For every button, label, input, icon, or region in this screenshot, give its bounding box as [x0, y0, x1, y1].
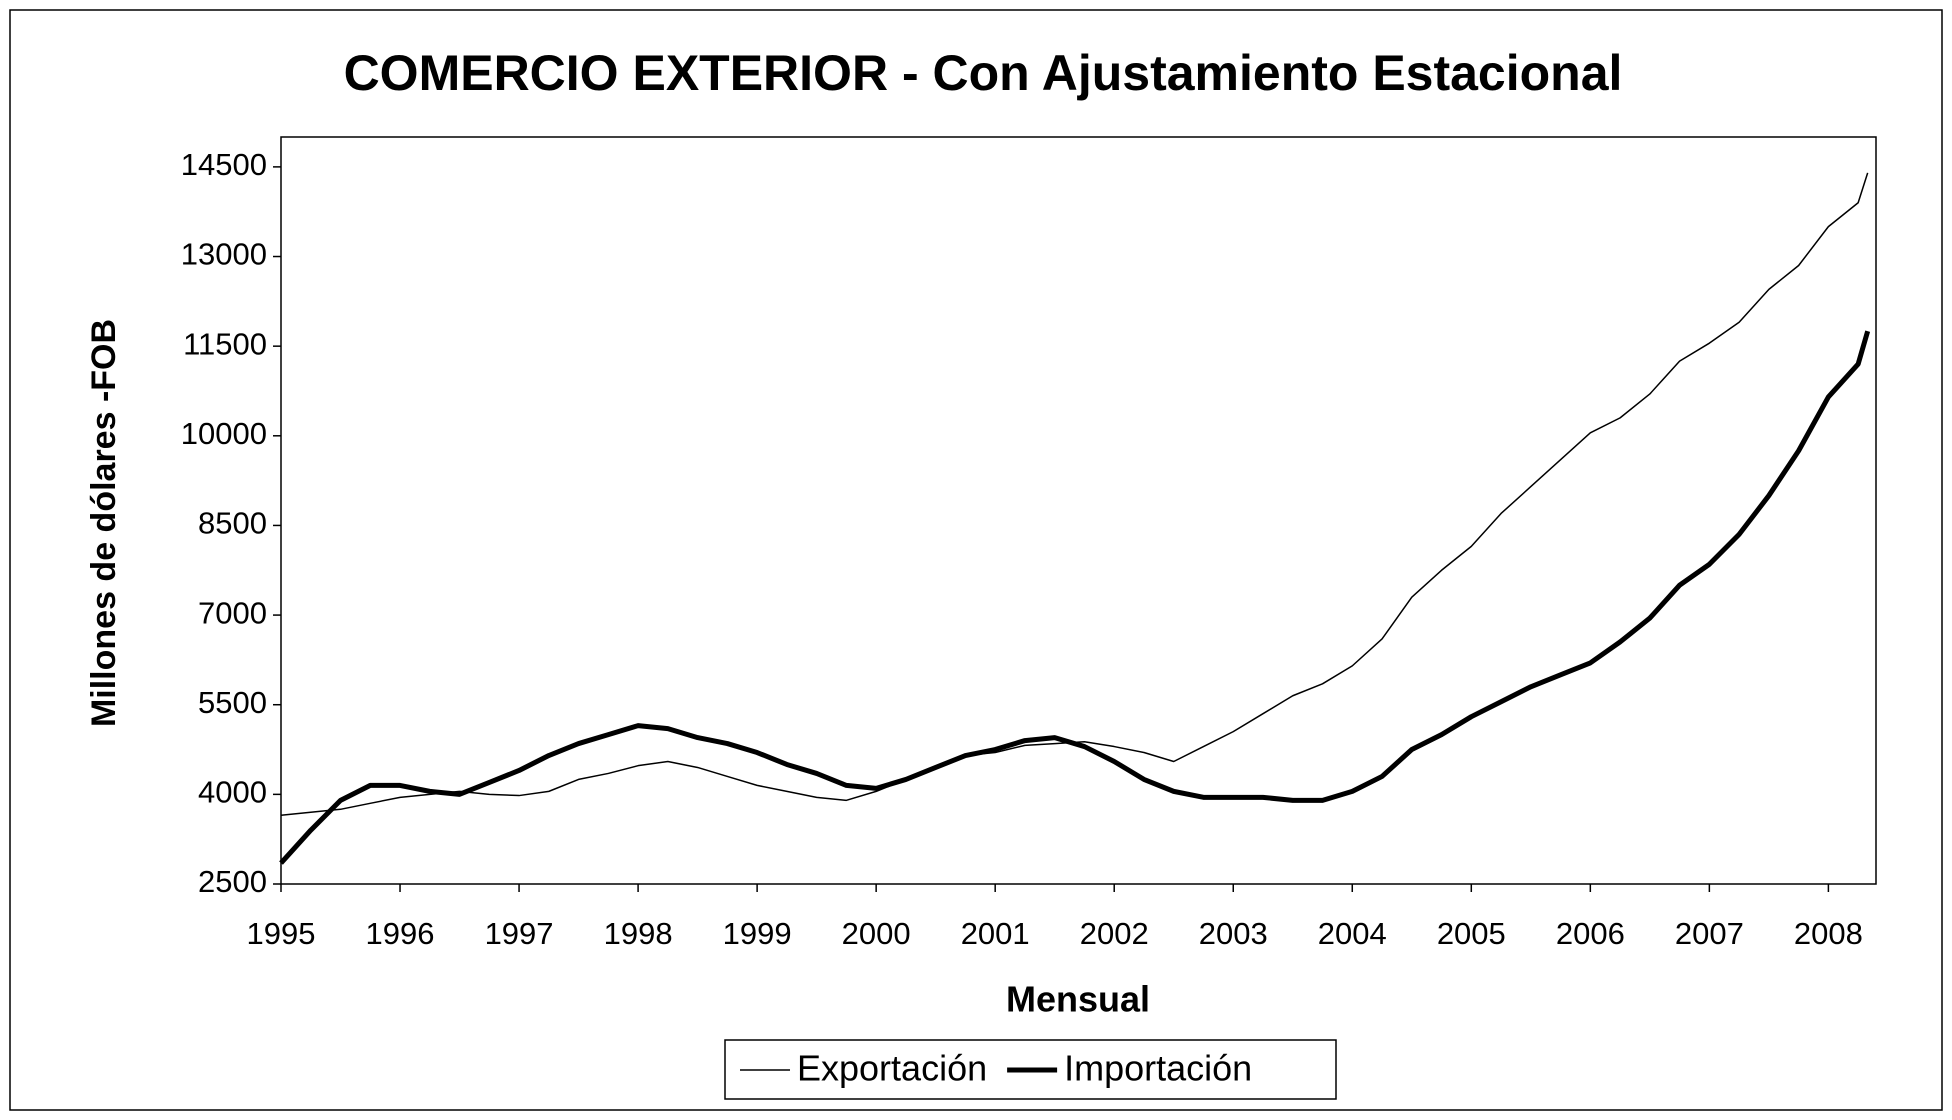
- x-tick-label: 1998: [604, 916, 673, 951]
- plot-area: [280, 136, 1877, 885]
- y-tick-label: 7000: [198, 595, 267, 630]
- x-tick-label: 1999: [723, 916, 792, 951]
- x-tick-label: 2001: [961, 916, 1030, 951]
- x-tick-label: 2004: [1318, 916, 1387, 951]
- y-tick-label: 11500: [183, 326, 267, 361]
- x-tick-label: 2003: [1199, 916, 1268, 951]
- y-tick-label: 2500: [198, 864, 267, 899]
- series-line: [279, 330, 1871, 865]
- x-tick-label: 2000: [842, 916, 911, 951]
- x-tick-label: 2008: [1794, 916, 1863, 951]
- legend-label: Importación: [1064, 1048, 1252, 1089]
- x-tick-label: 2006: [1556, 916, 1625, 951]
- y-tick-label: 13000: [181, 237, 267, 272]
- x-tick-label: 1995: [247, 916, 316, 951]
- y-tick-label: 5500: [198, 685, 267, 720]
- x-tick-label: 1996: [366, 916, 435, 951]
- y-tick-label: 14500: [181, 147, 267, 182]
- series-line: [280, 172, 1869, 817]
- chart-frame: [9, 9, 1943, 1111]
- y-tick-label: 10000: [181, 416, 267, 451]
- x-tick-label: 2005: [1437, 916, 1506, 951]
- y-axis-label: Millones de dólares -FOB: [85, 319, 123, 727]
- x-tick-label: 2007: [1675, 916, 1744, 951]
- chart-title: COMERCIO EXTERIOR - Con Ajustamiento Est…: [344, 45, 1623, 101]
- x-tick-label: 2002: [1080, 916, 1149, 951]
- x-axis-label: Mensual: [1006, 979, 1150, 1020]
- legend-label: Exportación: [797, 1048, 987, 1089]
- x-tick-label: 1997: [485, 916, 554, 951]
- y-tick-label: 8500: [198, 506, 267, 541]
- y-tick-label: 4000: [198, 775, 267, 810]
